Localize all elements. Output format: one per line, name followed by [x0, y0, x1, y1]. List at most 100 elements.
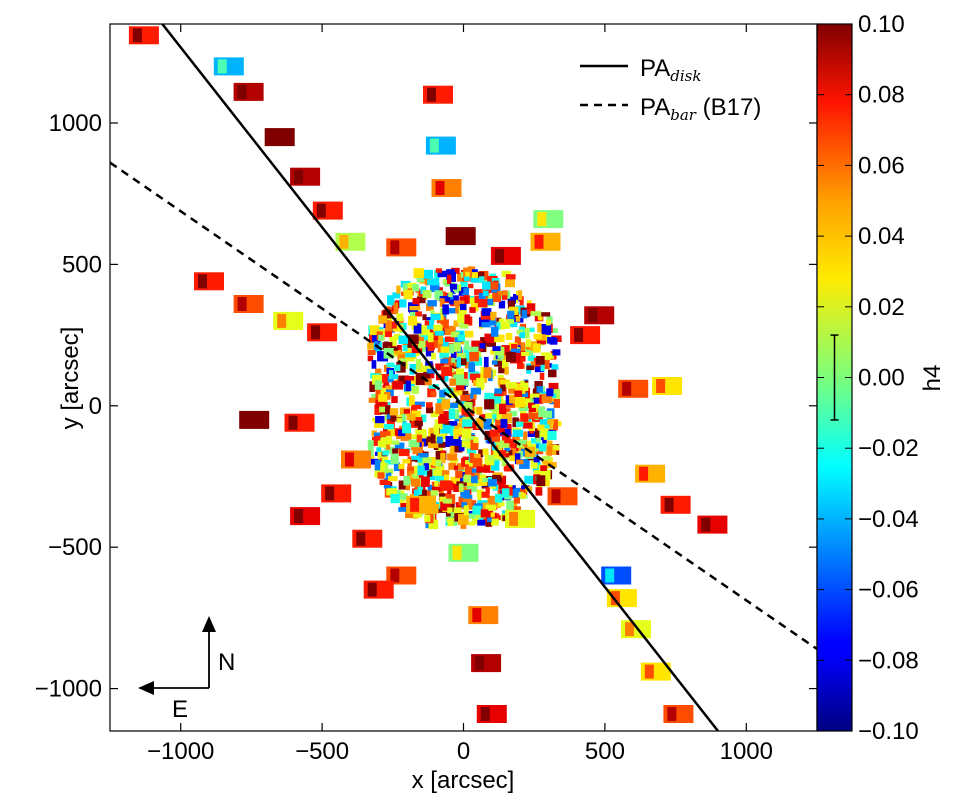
central-bin [411, 404, 422, 410]
central-bin [367, 440, 374, 449]
data-bin [128, 26, 159, 45]
central-bin [434, 419, 443, 430]
central-bin [418, 325, 430, 336]
central-bin [411, 410, 421, 422]
central-bin [460, 358, 467, 366]
central-bin [458, 306, 467, 315]
central-bin [533, 333, 543, 339]
central-bin [429, 339, 440, 348]
central-bin [388, 370, 394, 380]
central-bin [431, 278, 440, 286]
central-bin [414, 401, 425, 407]
central-bin [426, 303, 434, 311]
central-bin [547, 445, 553, 456]
colorbar: 0.10 0.08 0.06 0.04 0.02 0.00 −0.02 −0.04 −0.06 −… [816, 11, 946, 745]
data-bin [312, 201, 343, 220]
legend-bar-label: PA [640, 94, 670, 121]
x-axis-ticks: −1000 −500 0 500 1000 [147, 24, 773, 765]
central-bin [462, 456, 473, 461]
central-bin [400, 432, 412, 441]
central-bin [514, 453, 521, 465]
central-bin [494, 440, 505, 446]
central-bin [464, 330, 474, 338]
central-bin [453, 507, 462, 516]
central-bin [440, 337, 449, 348]
central-bin [440, 375, 449, 382]
central-bin [501, 270, 512, 277]
central-bin [415, 372, 426, 383]
central-bin [534, 361, 544, 373]
central-bin [445, 336, 455, 342]
central-bin [455, 368, 465, 378]
central-bin [469, 351, 479, 362]
central-bin [403, 481, 410, 486]
central-bin [439, 389, 446, 398]
central-bin [504, 321, 511, 329]
central-bin [462, 419, 473, 427]
central-bin [412, 473, 419, 479]
central-bin [424, 378, 432, 386]
central-bin [542, 410, 552, 418]
central-bin [384, 446, 395, 454]
bin-subcell [243, 412, 253, 427]
central-bin [410, 421, 419, 428]
central-bin [519, 459, 530, 469]
central-bin [529, 393, 540, 398]
central-bin [520, 413, 529, 423]
central-bin [491, 393, 502, 404]
central-bin [421, 476, 430, 487]
central-bin [394, 350, 402, 355]
central-bin [453, 374, 464, 386]
central-bin [414, 420, 423, 427]
central-bin [501, 457, 506, 467]
central-bin [476, 466, 486, 473]
data-bin [284, 413, 315, 432]
central-bin [465, 479, 474, 487]
data-bin [471, 654, 502, 673]
central-bin [442, 304, 449, 315]
central-bin [473, 453, 481, 461]
central-bin [482, 478, 488, 483]
central-bin [430, 411, 439, 418]
central-bin [402, 345, 408, 352]
central-bin [496, 425, 505, 433]
central-bin [447, 453, 458, 461]
central-bin [382, 450, 389, 456]
central-bin [504, 366, 509, 375]
y-tick-label: −500 [48, 534, 102, 561]
legend-bar-suffix: (B17) [696, 94, 761, 121]
central-bin [370, 325, 380, 336]
central-bin [457, 352, 468, 362]
central-bin [448, 462, 456, 470]
central-bin [536, 475, 546, 487]
bin-subcell [452, 545, 462, 560]
legend-disk-label: PA [640, 55, 670, 82]
central-bin [503, 464, 514, 471]
central-bin [447, 274, 452, 285]
data-bin [490, 246, 521, 265]
central-bin [514, 383, 526, 394]
central-bin [506, 423, 512, 434]
central-bin [536, 386, 543, 393]
bin-subcell [639, 466, 649, 481]
central-bin [520, 380, 525, 388]
central-bin [478, 292, 486, 299]
central-bin [405, 353, 416, 358]
central-bin [468, 462, 475, 470]
colorbar-tick-label: −0.02 [858, 435, 919, 462]
colorbar-tick-label: −0.06 [858, 577, 919, 604]
central-bin [504, 453, 510, 458]
central-bin [547, 419, 555, 425]
central-bin [409, 395, 415, 407]
x-tick-label: −500 [295, 738, 349, 765]
central-bin [482, 448, 489, 455]
x-tick-label: 0 [457, 738, 470, 765]
central-bin [380, 462, 386, 469]
central-bin [442, 279, 451, 285]
bin-subcell [551, 489, 561, 504]
central-bin [425, 490, 435, 501]
central-bin [412, 284, 420, 292]
central-bin [553, 445, 560, 450]
data-bin [335, 232, 366, 251]
central-bin [553, 389, 560, 399]
